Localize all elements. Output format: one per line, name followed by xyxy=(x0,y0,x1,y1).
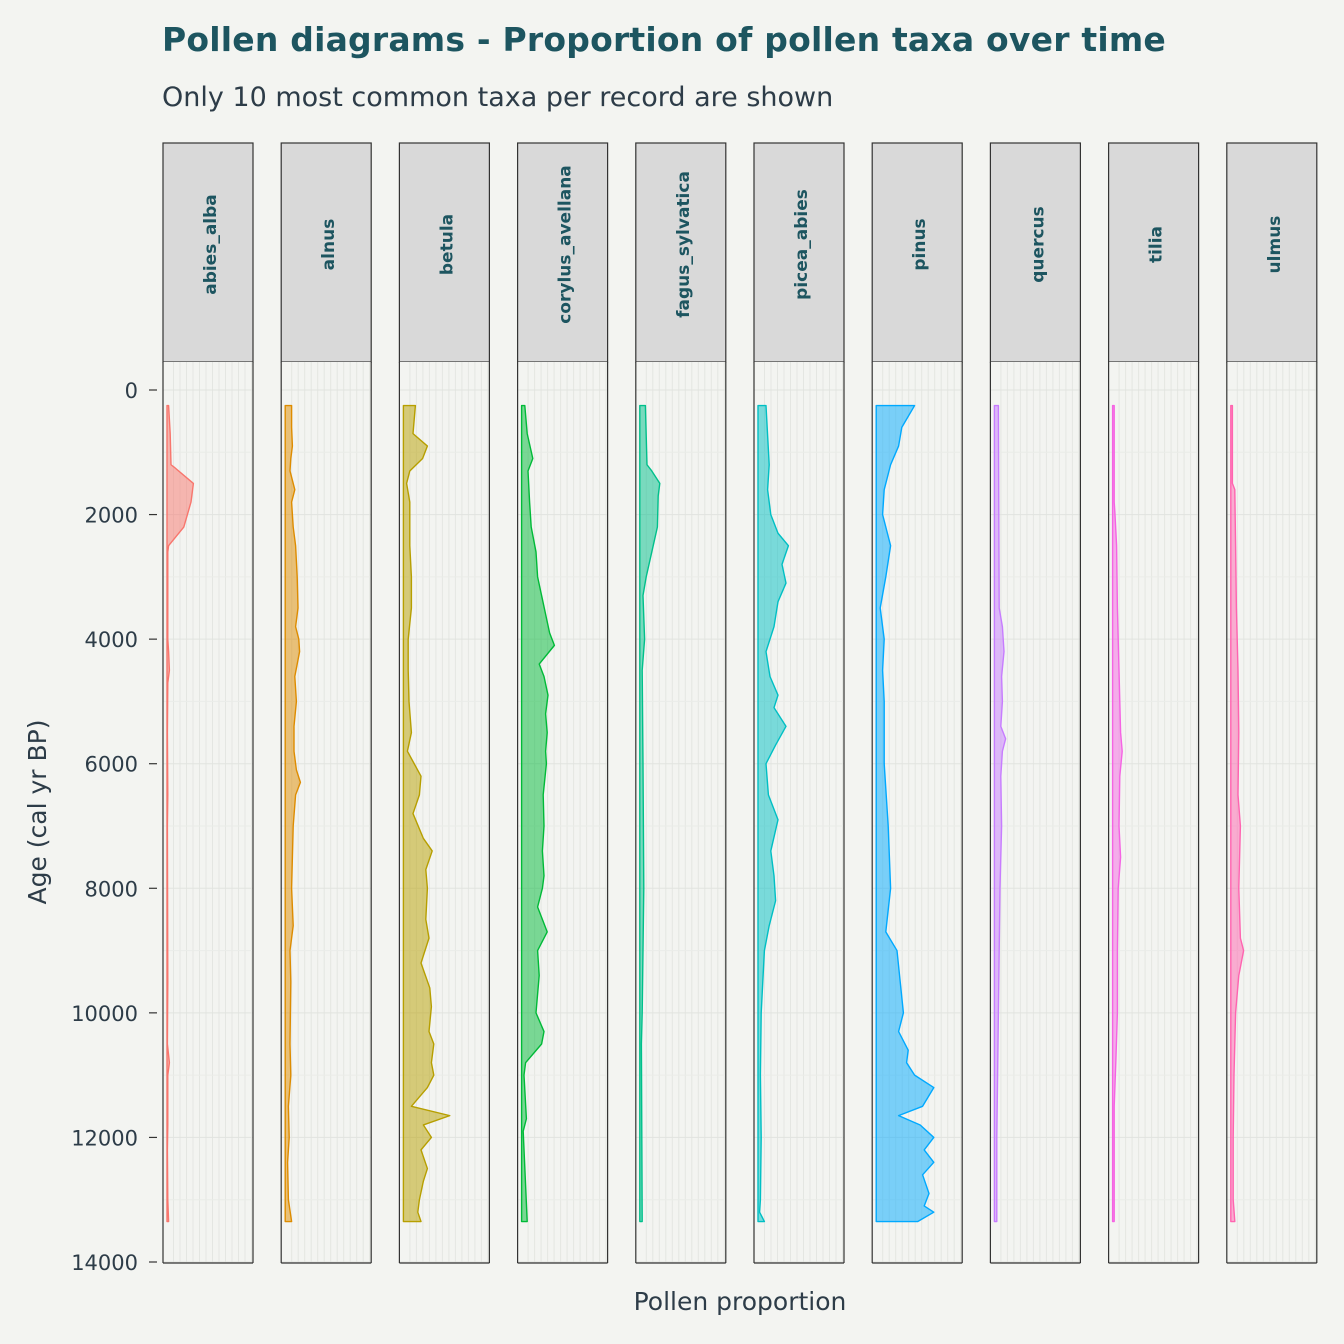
y-tick-label: 2000 xyxy=(85,504,138,528)
strip-background xyxy=(871,142,963,363)
strip-label: pinus xyxy=(910,218,930,270)
strip-background xyxy=(635,142,727,363)
strip-background xyxy=(280,142,372,363)
area-abies_alba xyxy=(166,404,195,1223)
y-tick-label: 14000 xyxy=(71,1251,138,1275)
facet-alnus: alnus xyxy=(280,142,372,1264)
area-quercus xyxy=(993,404,1007,1223)
facet-quercus: quercus xyxy=(989,142,1082,1264)
strip-background xyxy=(753,142,845,363)
facet-picea_abies: picea_abies xyxy=(753,142,845,1264)
panel-background xyxy=(1108,362,1199,1263)
strip-label: tilia xyxy=(1147,226,1167,263)
strip-background xyxy=(398,142,490,363)
strip-label: ulmus xyxy=(1265,216,1285,274)
area-ulmus xyxy=(1230,404,1245,1223)
facet-tilia: tilia xyxy=(1107,142,1200,1264)
area-corylus_avellana xyxy=(520,404,556,1223)
panel-background xyxy=(1226,362,1317,1263)
strip-background xyxy=(1107,142,1200,363)
strip-label: corylus_avellana xyxy=(556,165,576,324)
strip-label: betula xyxy=(437,214,457,275)
strip-label: picea_abies xyxy=(792,189,812,300)
y-tick-label: 12000 xyxy=(71,1126,138,1150)
facet-abies_alba: abies_alba xyxy=(162,142,254,1264)
area-betula xyxy=(402,404,451,1223)
area-pinus xyxy=(875,404,935,1223)
y-tick-label: 4000 xyxy=(85,628,138,652)
area-picea_abies xyxy=(757,404,790,1223)
chart-title: Pollen diagrams - Proportion of pollen t… xyxy=(162,20,1167,59)
y-tick-label: 10000 xyxy=(71,1002,138,1026)
strip-background xyxy=(989,142,1082,363)
strip-label: alnus xyxy=(319,219,339,271)
y-tick-label: 8000 xyxy=(85,877,138,901)
strip-label: quercus xyxy=(1028,206,1048,282)
x-axis-label: Pollen proportion xyxy=(634,1287,847,1316)
y-axis-label: Age (cal yr BP) xyxy=(23,719,52,904)
strip-label: fagus_sylvatica xyxy=(674,171,694,318)
facet-ulmus: ulmus xyxy=(1226,142,1318,1264)
facet-fagus_sylvatica: fagus_sylvatica xyxy=(635,142,727,1264)
area-fagus_sylvatica xyxy=(639,404,661,1223)
strip-background xyxy=(162,142,254,363)
y-tick-label: 6000 xyxy=(85,753,138,777)
chart-subtitle: Only 10 most common taxa per record are … xyxy=(162,82,834,113)
facet-corylus_avellana: corylus_avellana xyxy=(516,142,609,1264)
area-tilia xyxy=(1111,404,1123,1223)
y-tick-label: 0 xyxy=(125,379,138,403)
facet-pinus: pinus xyxy=(871,142,963,1264)
strip-label: abies_alba xyxy=(201,194,221,295)
area-alnus xyxy=(284,404,302,1223)
panel-background xyxy=(990,362,1081,1263)
facet-betula: betula xyxy=(398,142,490,1264)
